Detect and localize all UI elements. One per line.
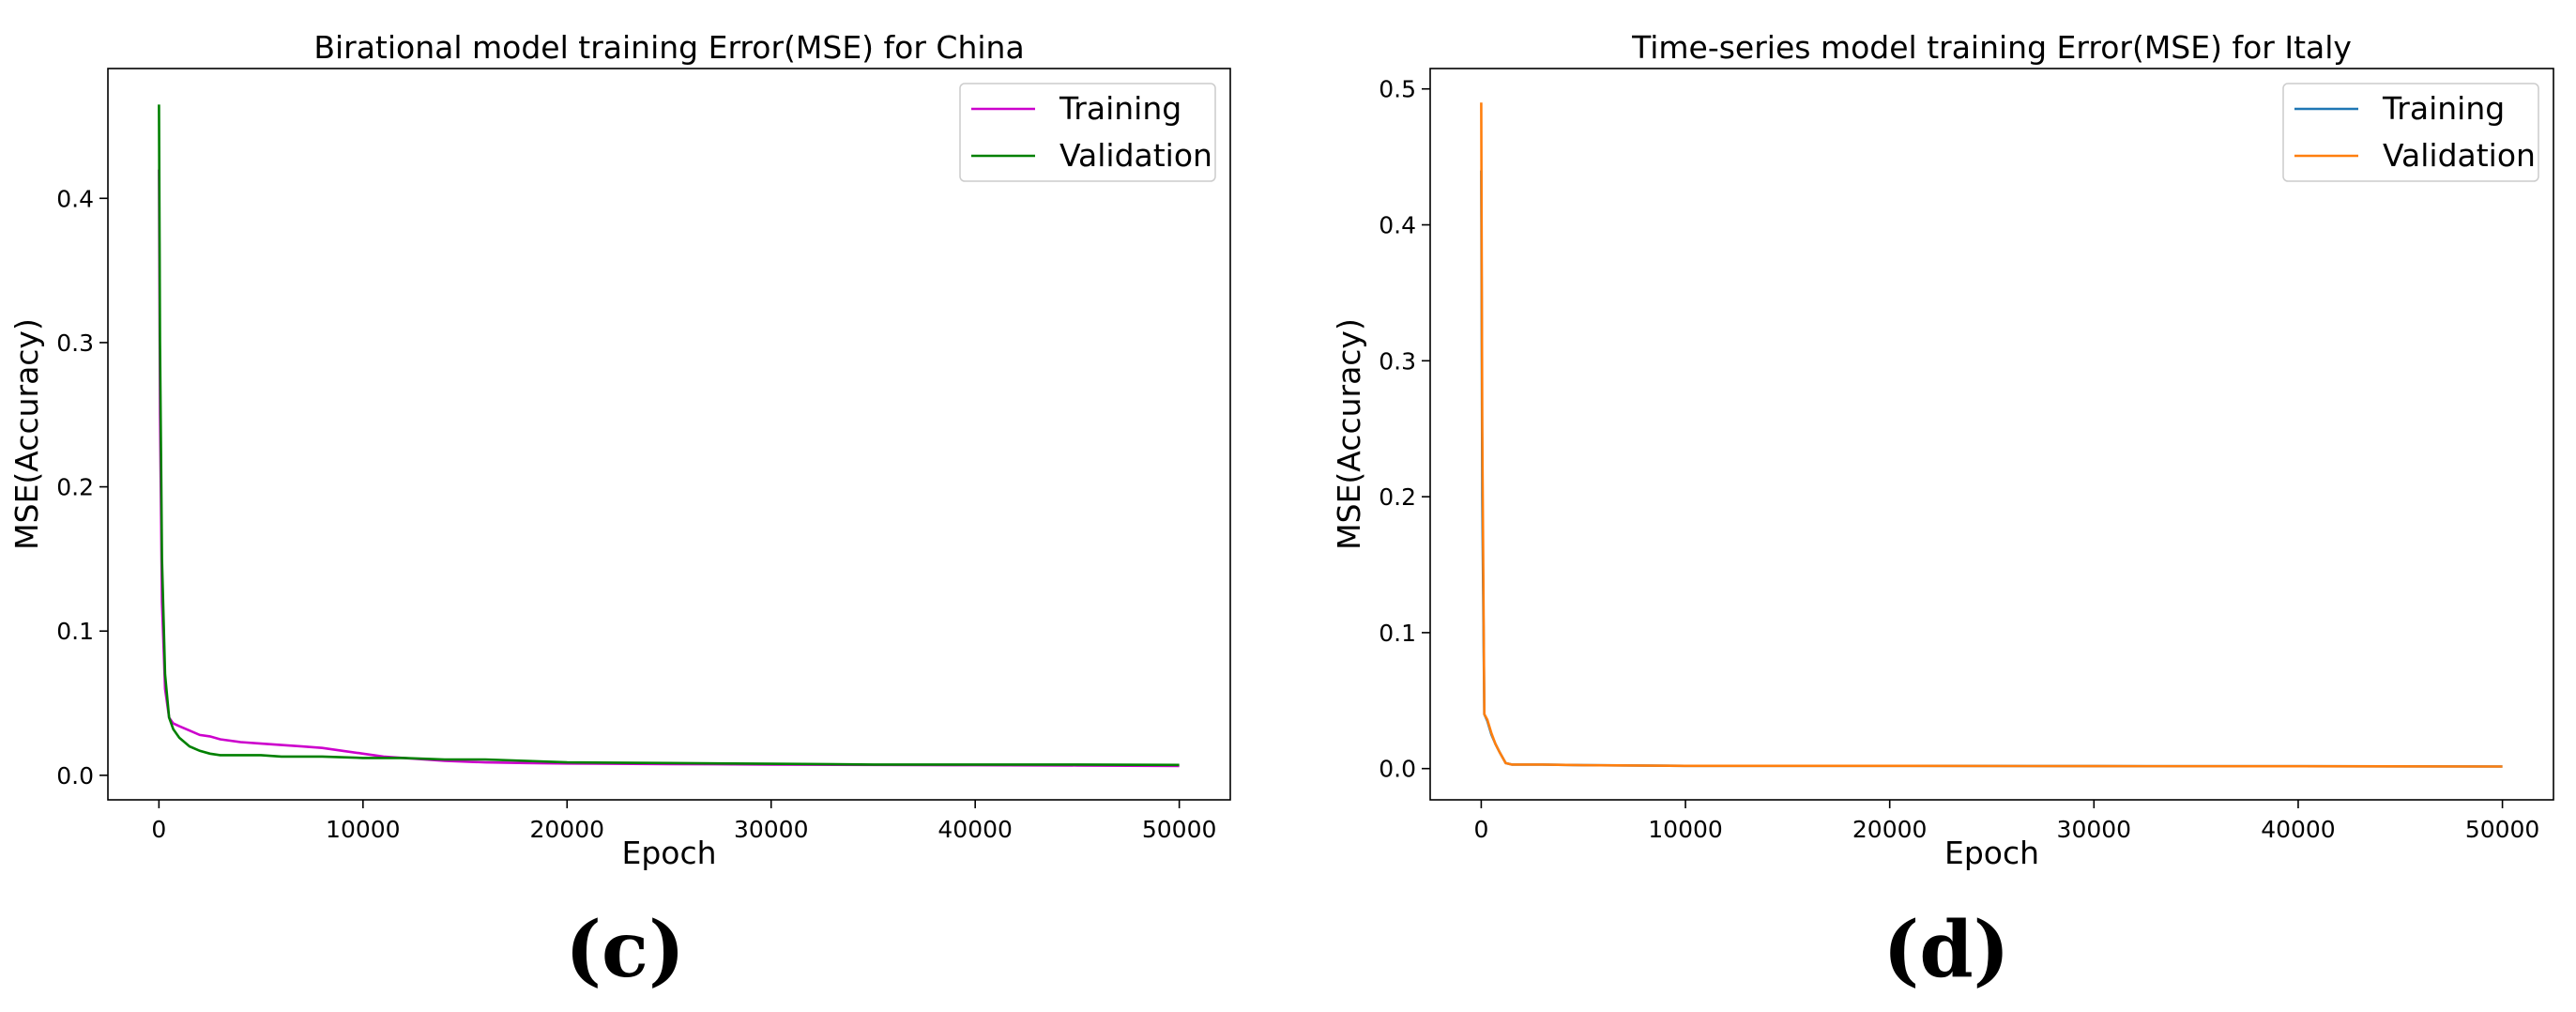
y-tick-label: 0.2 — [56, 474, 94, 501]
y-tick-label: 0.2 — [1379, 483, 1416, 511]
x-tick-label: 0 — [1473, 816, 1488, 843]
y-tick-label: 0.3 — [1379, 347, 1416, 375]
chart-italy: 0 10000 20000 30000 40000 50000 0.0 0.1 0.2 0.3 0.… — [1331, 29, 2554, 871]
x-tick-label: 40000 — [2261, 816, 2336, 843]
panel-label-c: (c) — [565, 905, 685, 995]
x-tick-label: 10000 — [326, 816, 401, 843]
x-axis-label: Epoch — [621, 835, 716, 871]
x-tick-label: 0 — [151, 816, 166, 843]
x-tick-label: 20000 — [530, 816, 605, 843]
y-tick-label: 0.4 — [1379, 212, 1416, 239]
chart-title: Time-series model training Error(MSE) fo… — [1631, 29, 2352, 66]
legend-label-training: Training — [2382, 90, 2505, 127]
series-line-validation — [1480, 102, 2503, 768]
y-tick-label: 0.3 — [56, 330, 94, 357]
y-tick-label: 0.0 — [56, 762, 94, 790]
x-axis-label: Epoch — [1944, 835, 2039, 871]
x-tick-label: 10000 — [1648, 816, 1723, 843]
x-tick-label: 30000 — [2057, 816, 2132, 843]
y-tick-label: 0.4 — [56, 185, 94, 212]
chart-china: 0 10000 20000 30000 40000 50000 0.0 0.1 0.2 0.3 0.… — [8, 29, 1231, 871]
y-tick-label: 0.1 — [56, 618, 94, 645]
x-tick-label: 30000 — [734, 816, 809, 843]
x-tick-label: 50000 — [2465, 816, 2540, 843]
panel-label-d: (d) — [1883, 905, 2010, 995]
y-tick-label: 0.0 — [1379, 756, 1416, 783]
series-line-training — [158, 169, 1180, 768]
series-line-validation — [158, 104, 1180, 767]
axes-frame — [107, 68, 1231, 801]
chart-title: Birational model training Error(MSE) for… — [313, 29, 1024, 66]
y-axis-label: MSE(Accuracy) — [8, 318, 45, 550]
y-axis-label: MSE(Accuracy) — [1331, 318, 1367, 550]
x-tick-label: 50000 — [1142, 816, 1217, 843]
axes-frame — [1429, 68, 2554, 801]
y-tick-label: 0.1 — [1379, 620, 1416, 647]
legend-label-validation: Validation — [1059, 137, 1212, 174]
y-tick-label: 0.5 — [1379, 76, 1416, 103]
legend-label-training: Training — [1059, 90, 1181, 127]
x-tick-label: 40000 — [937, 816, 1013, 843]
legend-label-validation: Validation — [2383, 137, 2536, 174]
x-tick-label: 20000 — [1852, 816, 1928, 843]
series-line-training — [1480, 170, 2503, 768]
